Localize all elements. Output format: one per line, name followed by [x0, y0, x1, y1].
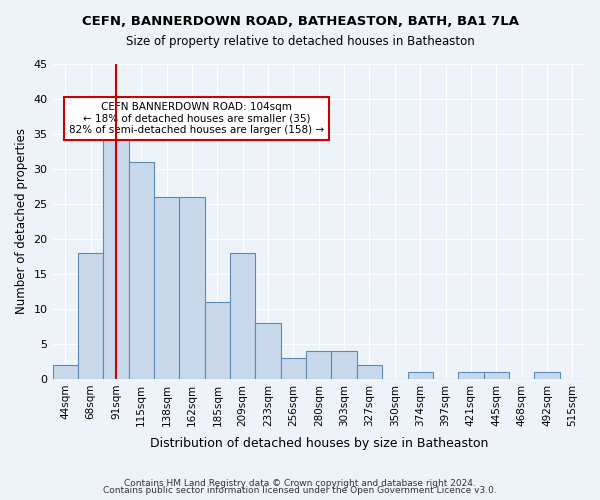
Bar	[78, 253, 103, 379]
Bar	[281, 358, 306, 379]
Text: Size of property relative to detached houses in Batheaston: Size of property relative to detached ho…	[125, 35, 475, 48]
Bar	[154, 197, 179, 379]
Bar	[230, 253, 256, 379]
Bar	[306, 351, 331, 379]
Bar	[357, 365, 382, 379]
Bar	[205, 302, 230, 379]
Bar	[331, 351, 357, 379]
Bar	[484, 372, 509, 379]
Text: CEFN BANNERDOWN ROAD: 104sqm
← 18% of detached houses are smaller (35)
82% of se: CEFN BANNERDOWN ROAD: 104sqm ← 18% of de…	[69, 102, 324, 135]
Y-axis label: Number of detached properties: Number of detached properties	[15, 128, 28, 314]
Bar	[256, 323, 281, 379]
Bar	[534, 372, 560, 379]
Bar	[53, 365, 78, 379]
Bar	[407, 372, 433, 379]
Text: Contains public sector information licensed under the Open Government Licence v3: Contains public sector information licen…	[103, 486, 497, 495]
X-axis label: Distribution of detached houses by size in Batheaston: Distribution of detached houses by size …	[149, 437, 488, 450]
Bar	[103, 120, 128, 379]
Bar	[179, 197, 205, 379]
Bar	[458, 372, 484, 379]
Bar	[128, 162, 154, 379]
Text: Contains HM Land Registry data © Crown copyright and database right 2024.: Contains HM Land Registry data © Crown c…	[124, 478, 476, 488]
Text: CEFN, BANNERDOWN ROAD, BATHEASTON, BATH, BA1 7LA: CEFN, BANNERDOWN ROAD, BATHEASTON, BATH,…	[82, 15, 518, 28]
